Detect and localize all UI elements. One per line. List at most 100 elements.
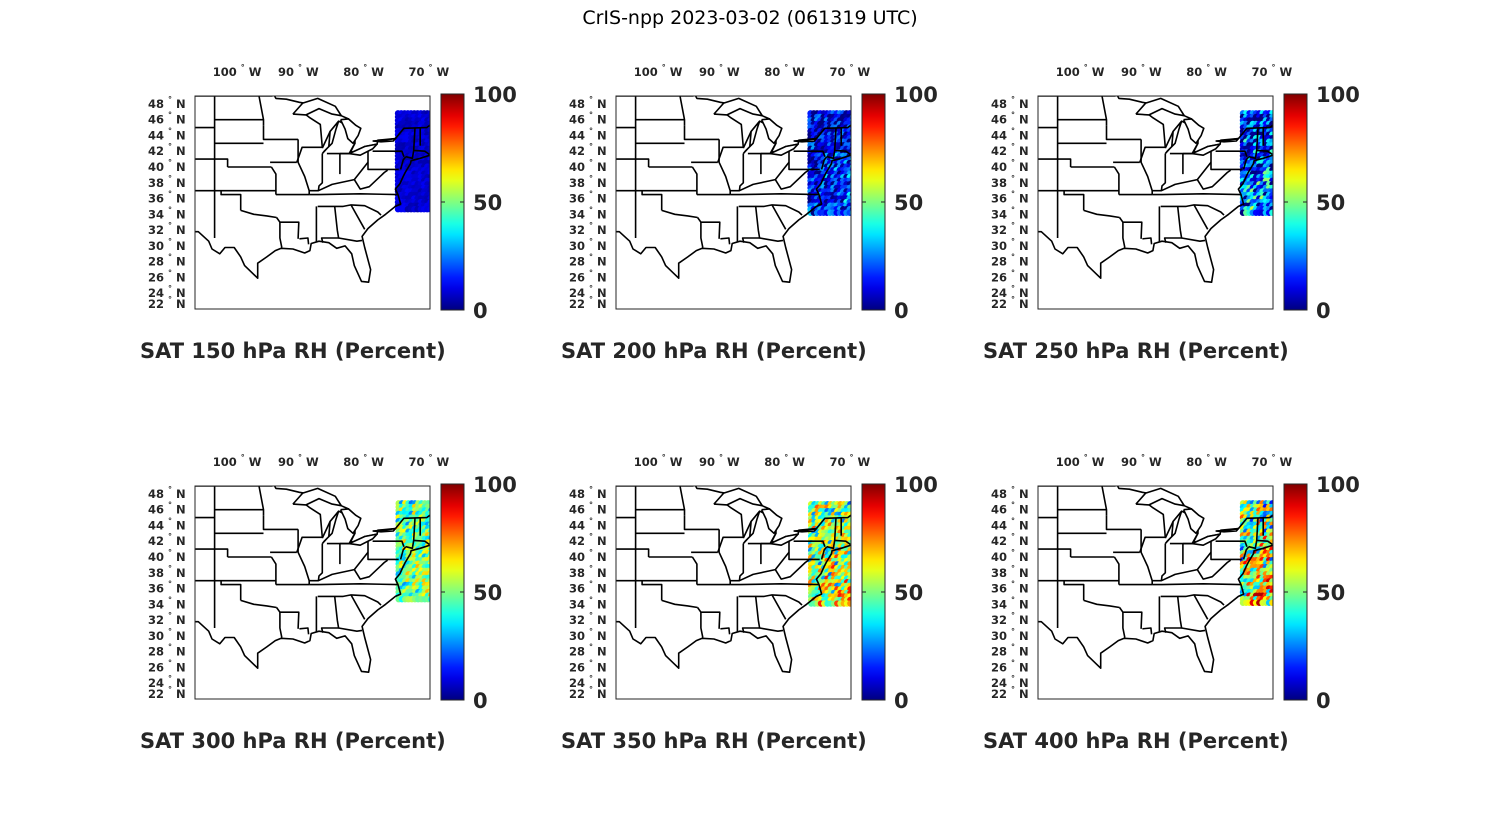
lat-tick-label: 36 ° N xyxy=(148,190,186,206)
lat-tick-label: 28 ° N xyxy=(148,253,186,269)
state-line xyxy=(338,627,363,632)
lat-tick-label: 28 ° N xyxy=(569,643,607,659)
hemisphere: W xyxy=(302,455,319,469)
hemisphere: N xyxy=(1015,487,1029,501)
state-line xyxy=(1196,169,1232,190)
coastline xyxy=(616,154,851,283)
map-panel-200hpa: 100 ° W 90 ° W 80 ° W 70 ° W 48 ° N 46 ° N 44 … xyxy=(561,63,981,386)
lat-tick-label: 26 ° N xyxy=(991,268,1029,284)
great-lake xyxy=(292,97,342,117)
lat-tick-label: 34 ° N xyxy=(569,205,607,221)
hemisphere: N xyxy=(172,582,186,596)
state-line xyxy=(309,583,399,586)
state-line xyxy=(1122,611,1143,629)
lat-tick-label: 40 ° N xyxy=(991,158,1029,174)
degree-symbol: ° xyxy=(168,284,172,293)
degree-symbol: ° xyxy=(1206,453,1210,462)
hemisphere: N xyxy=(172,487,186,501)
lat-tick-label: 24 ° N xyxy=(148,674,186,690)
lat-tick-label: 42 ° N xyxy=(569,142,607,158)
hemisphere: N xyxy=(593,503,607,517)
lat-tick-label: 46 ° N xyxy=(148,111,186,127)
great-lake xyxy=(292,487,342,507)
degree-symbol: ° xyxy=(363,453,367,462)
degree-symbol: ° xyxy=(1084,63,1088,72)
degree-symbol: ° xyxy=(1011,564,1015,573)
state-line xyxy=(262,125,299,141)
degree-symbol: ° xyxy=(1011,611,1015,620)
hemisphere: N xyxy=(1015,518,1029,532)
colorbar-tick-label: 50 xyxy=(473,581,502,605)
hemisphere: N xyxy=(172,660,186,674)
hemisphere: N xyxy=(593,566,607,580)
panel-title: SAT 250 hPa RH (Percent) xyxy=(983,339,1289,363)
great-lake xyxy=(348,533,378,546)
coastline xyxy=(616,544,851,673)
lon-tick-label: 100 ° W xyxy=(634,63,683,79)
state-line xyxy=(1140,529,1153,585)
axes-frame xyxy=(1037,95,1274,310)
degree-symbol: ° xyxy=(589,595,593,604)
state-line xyxy=(717,536,744,553)
state-line xyxy=(1083,209,1120,219)
degree-symbol: ° xyxy=(168,95,172,104)
state-line xyxy=(1152,161,1212,192)
state-line xyxy=(641,580,663,601)
colorbar-tick-label: 0 xyxy=(1316,299,1331,323)
degree-symbol: ° xyxy=(168,580,172,589)
hemisphere: N xyxy=(593,255,607,269)
lat-tick-label: 30 ° N xyxy=(991,237,1029,253)
degree-symbol: ° xyxy=(168,142,172,151)
degree-symbol: ° xyxy=(1011,674,1015,683)
state-line xyxy=(1160,543,1167,581)
state-line xyxy=(1181,237,1206,242)
axes-frame xyxy=(194,95,431,310)
lon-tick-label: 80 ° W xyxy=(1186,63,1227,79)
hemisphere: N xyxy=(593,550,607,564)
hemisphere: N xyxy=(593,239,607,253)
lon-tick-label: 70 ° W xyxy=(830,63,871,79)
degree-symbol: ° xyxy=(168,190,172,199)
great-lake xyxy=(769,143,799,156)
state-line xyxy=(220,580,242,601)
colorbar-tick-label: 50 xyxy=(894,581,923,605)
coastline xyxy=(195,544,430,673)
hemisphere: N xyxy=(1015,503,1029,517)
colorbar-tick-label: 0 xyxy=(894,689,909,713)
hemisphere: N xyxy=(593,582,607,596)
map-layer xyxy=(195,486,430,699)
state-line xyxy=(771,594,787,620)
hemisphere: N xyxy=(1015,160,1029,174)
figure-title: CrIS-npp 2023-03-02 (061319 UTC) xyxy=(582,7,918,29)
panel-title: SAT 200 hPa RH (Percent) xyxy=(561,339,867,363)
hemisphere: N xyxy=(593,613,607,627)
lon-tick-label: 70 ° W xyxy=(1252,453,1293,469)
degree-symbol: ° xyxy=(589,253,593,262)
state-line xyxy=(296,536,323,553)
degree-symbol: ° xyxy=(589,674,593,683)
degree-symbol: ° xyxy=(589,126,593,135)
lat-tick-label: 22 ° N xyxy=(569,685,607,701)
lon-tick-label: 80 ° W xyxy=(1186,453,1227,469)
state-line xyxy=(275,217,283,248)
state-line xyxy=(691,556,698,585)
degree-symbol: ° xyxy=(589,611,593,620)
degree-symbol: ° xyxy=(168,658,172,667)
lon-tick-label: 90 ° W xyxy=(278,453,319,469)
state-line xyxy=(1038,548,1072,557)
lat-tick-label: 40 ° N xyxy=(991,548,1029,564)
map-background xyxy=(195,96,430,309)
state-line xyxy=(309,161,369,192)
degree-symbol: ° xyxy=(168,158,172,167)
degree-symbol: ° xyxy=(168,627,172,636)
lon-tick-label: 100 ° W xyxy=(634,453,683,469)
state-line xyxy=(1152,193,1242,196)
great-lake xyxy=(1164,120,1183,155)
map-layer xyxy=(616,486,851,699)
state-line xyxy=(1083,599,1120,609)
state-line xyxy=(270,556,277,585)
state-line xyxy=(826,127,837,160)
degree-symbol: ° xyxy=(168,237,172,246)
lat-tick-label: 34 ° N xyxy=(148,595,186,611)
degree-symbol: ° xyxy=(168,295,172,304)
